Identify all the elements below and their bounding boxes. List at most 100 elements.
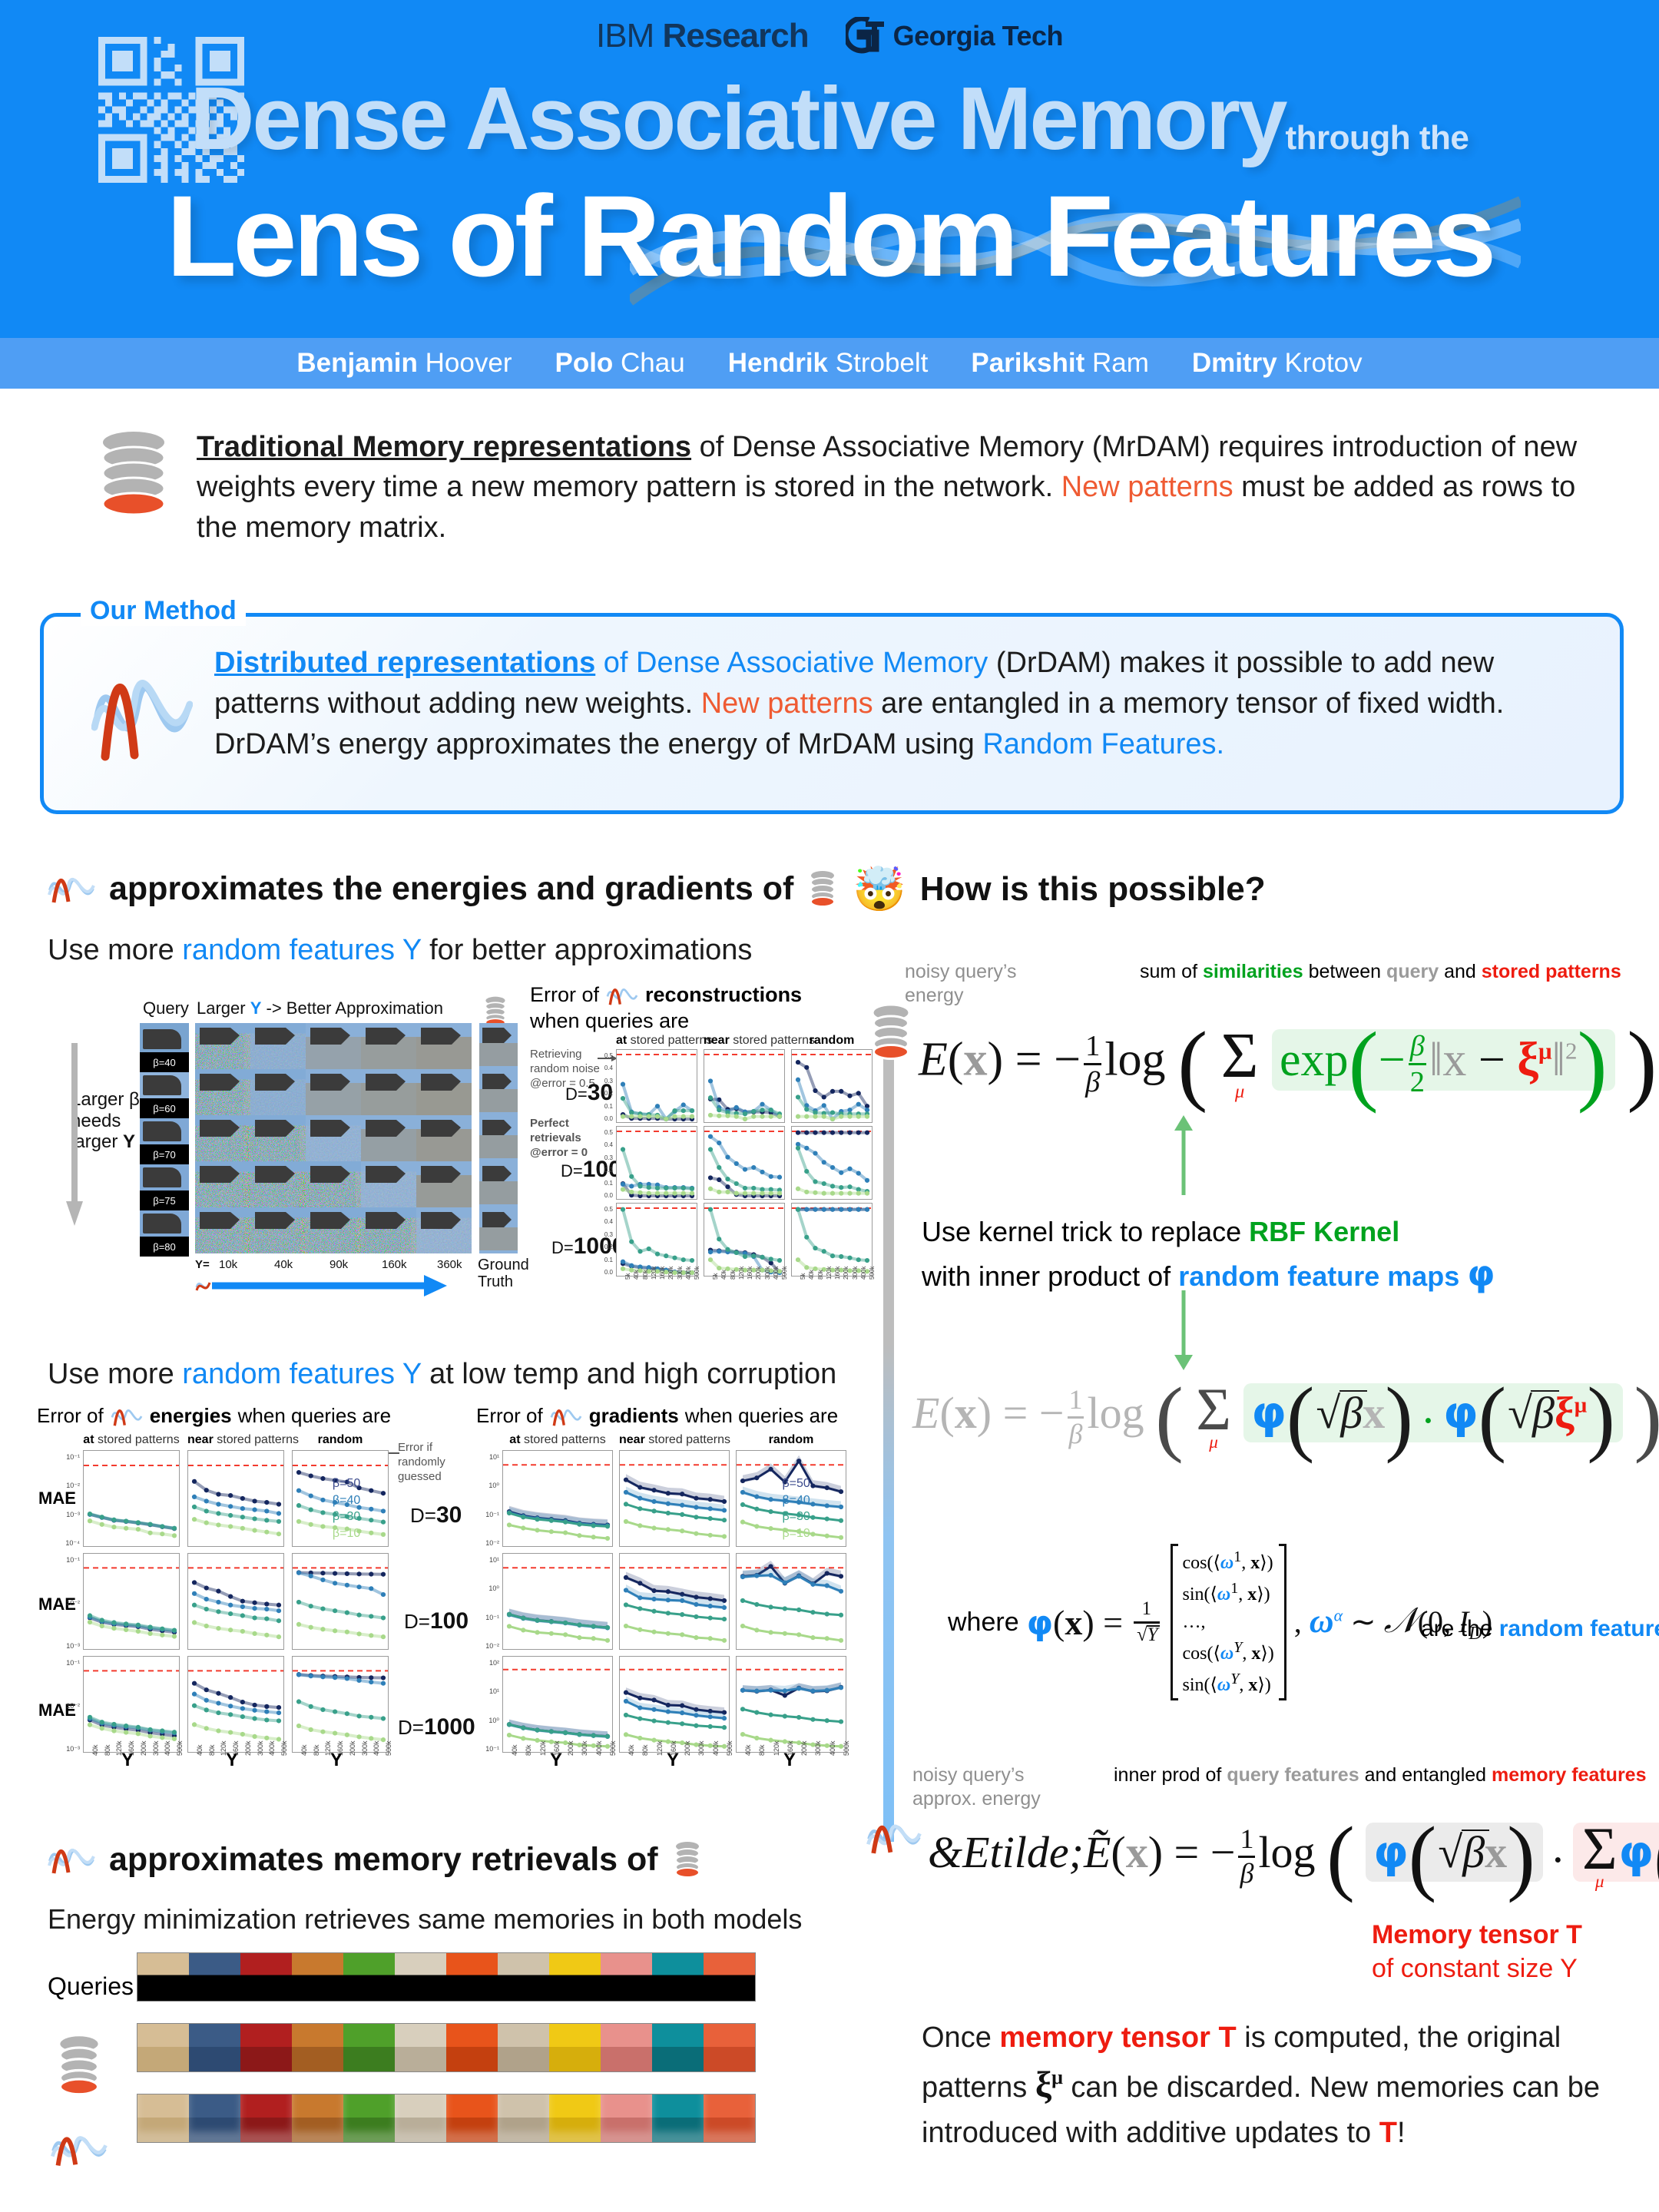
x-tick: 160k (669, 1740, 677, 1756)
qr-code[interactable] (98, 37, 244, 183)
intro-bold-lead: Traditional Memory representations (197, 431, 692, 463)
x-tick: 500k (280, 1740, 288, 1756)
legend-entry: β=50 (332, 1477, 361, 1491)
y-tick: 0.1 (604, 1102, 613, 1110)
title-line1-suffix: through the (1285, 119, 1469, 157)
y-tick: 0.5 (604, 1206, 613, 1213)
retrieval-image-cell (240, 2094, 292, 2142)
y-tick: 0.3 (604, 1077, 613, 1084)
x-tick: 400k (268, 1740, 276, 1756)
x-tick: 40k (196, 1744, 204, 1756)
x-tick: 160k (747, 1266, 753, 1280)
random-features-wave-icon (111, 1409, 142, 1426)
x-tick: 300k (151, 1740, 160, 1756)
y-tick: 0.2 (604, 1090, 613, 1098)
x-axis-label: Y (667, 1750, 680, 1770)
x-tick: 160k (552, 1740, 561, 1756)
x-tick: 80k (525, 1744, 533, 1756)
y-tick: 0.4 (604, 1141, 613, 1149)
col-header-near: near stored patterns (704, 1034, 815, 1047)
x-tick: 300k (763, 1266, 771, 1280)
chart-panel (187, 1656, 284, 1753)
intro-rest1: of Dense Associative Memory (MrDAM) requ… (197, 431, 1578, 504)
y-tick: 10⁻³ (66, 1510, 80, 1518)
chart-panel (619, 1656, 730, 1753)
chart-panel (292, 1450, 389, 1547)
x-tick: 200k (755, 1266, 763, 1280)
method-bold-lead: Distributed representations (214, 647, 596, 679)
legend-entry: β=50 (782, 1477, 810, 1491)
row-label-d1000: D=1000 (398, 1714, 475, 1740)
increasing-y-arrow-icon (195, 1275, 447, 1296)
arrow-down-icon (1174, 1290, 1193, 1370)
retrieval-image-cell (652, 2094, 704, 2142)
section-header-how: 🤯 How is this possible? (853, 868, 1266, 911)
author-entry: Parikshit Ram (971, 348, 1149, 378)
x-tick: 500k (843, 1740, 850, 1756)
retrieval-image-cell (343, 1953, 395, 2001)
random-features-caption: are the random features (1421, 1616, 1659, 1641)
exploding-head-icon: 🤯 (853, 865, 906, 913)
chart-panel (502, 1553, 613, 1650)
x-axis-label: Y (783, 1750, 796, 1770)
eq1-top-note: sum of similarities between query and st… (1140, 961, 1621, 982)
x-tick: 80k (758, 1744, 767, 1756)
retrieval-image-cell (601, 1953, 652, 2001)
retrieval-image-cell (343, 2024, 395, 2071)
section1-subtitle: Use more random features Y for better ap… (48, 934, 753, 966)
chart-panel (83, 1450, 180, 1547)
ground-truth-column (479, 1023, 518, 1253)
col-header-random: random (768, 1433, 814, 1446)
x-tick: 200k (139, 1740, 147, 1756)
method-blue-mid: of Dense Associative Memory (595, 647, 988, 679)
y-axis-label: MAE (38, 1594, 76, 1614)
chart-panel (704, 1126, 785, 1200)
y-tick: 90k (329, 1258, 349, 1271)
page-title-line2: Lens of Random Features (166, 171, 1497, 300)
retrieval-image-cell (189, 2024, 240, 2071)
chart-panel (187, 1450, 284, 1547)
x-tick: 400k (373, 1740, 381, 1756)
recon-error-subtitle: when queries are (530, 1009, 690, 1032)
beta-tag: β=60 (140, 1098, 189, 1118)
reconstruction-error-chart: Error of reconstructions when queries ar… (530, 983, 883, 1306)
retrieval-image-cell (189, 2094, 240, 2142)
retrieval-image-cell (292, 2094, 343, 2142)
poster-header: IBM Research Georgia Tech Dense Associat… (0, 0, 1659, 338)
retrieval-strip-drdam (137, 2094, 756, 2143)
y-tick: 0.0 (604, 1115, 613, 1122)
author-entry: Benjamin Hoover (296, 348, 512, 378)
x-tick: 500k (781, 1266, 788, 1280)
decorative-wave-graphic (630, 196, 1521, 306)
x-tick: 80k (816, 1270, 824, 1280)
author-bar: Benjamin Hoover Polo Chau Hendrik Strobe… (0, 338, 1659, 389)
intro-paragraph: Traditional Memory representations of De… (197, 424, 1582, 548)
database-stack-icon (873, 1005, 909, 1060)
x-tick: 120k (825, 1266, 833, 1280)
larger-beta-note: Larger β needs larger Y (71, 1089, 140, 1153)
retrieval-image-cell (189, 1953, 240, 2001)
database-stack-icon (58, 2036, 100, 2096)
x-tick: 400k (828, 1740, 836, 1756)
y-tick: 0.3 (604, 1154, 613, 1161)
x-tick: 160k (232, 1740, 240, 1756)
x-tick: 200k (684, 1740, 692, 1756)
section-header-energies: approximates the energies and gradients … (48, 869, 838, 908)
x-tick: 40k (91, 1744, 99, 1756)
x-tick: 300k (581, 1740, 589, 1756)
x-tick: 40k (300, 1744, 308, 1756)
y-tick: 10k (219, 1258, 238, 1271)
intro-rest2: must be added as rows to the memory matr… (197, 471, 1576, 544)
x-tick: 40k (511, 1744, 518, 1756)
retrieval-image-cell (240, 2024, 292, 2071)
x-tick: 160k (786, 1740, 794, 1756)
gt-monogram-icon (843, 15, 886, 55)
random-features-wave-icon (51, 2136, 108, 2166)
arrow-right-icon (598, 1055, 618, 1061)
reconstruction-grid (195, 1023, 472, 1253)
retrieval-image-cell (137, 2024, 189, 2071)
y-tick: 10⁰ (488, 1584, 499, 1593)
beta-tag: β=40 (140, 1052, 189, 1072)
ibm-research-logo: IBM Research (596, 17, 810, 55)
x-tick: 400k (684, 1266, 692, 1280)
